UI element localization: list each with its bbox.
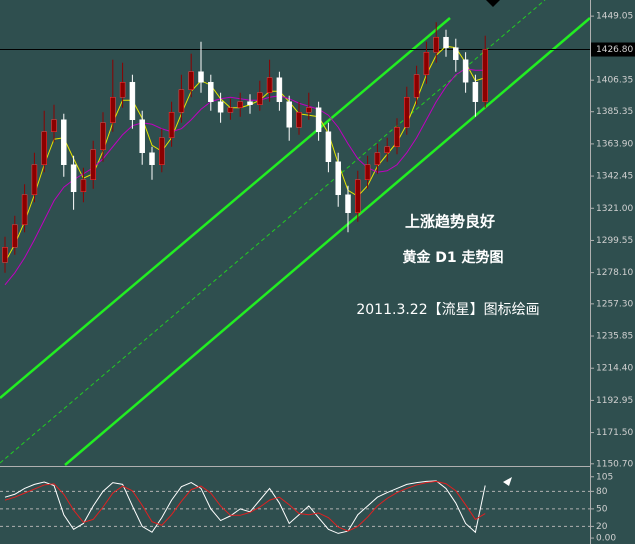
y-tick-label: 1235.85 xyxy=(596,332,633,342)
annotation: 2011.3.22【流星】图标绘画 xyxy=(356,302,539,318)
candle-body xyxy=(237,101,243,108)
annotation: 上涨趋势良好 xyxy=(405,213,495,231)
candle-body xyxy=(168,111,175,138)
candle-body xyxy=(423,51,430,75)
candle-body xyxy=(315,107,322,132)
y-tick-label: 20 xyxy=(596,522,608,532)
candle-body xyxy=(31,164,38,196)
y-tick-label: 1363.90 xyxy=(596,139,633,149)
y-tick-label: 1321.00 xyxy=(596,204,633,214)
candle-body xyxy=(159,137,165,166)
oscillator-line xyxy=(4,480,486,532)
candle-body xyxy=(472,81,479,102)
candle-body xyxy=(345,194,351,214)
candle-body xyxy=(306,107,312,113)
candle-body xyxy=(364,164,371,181)
candle-body xyxy=(247,101,253,105)
candle-body xyxy=(217,101,224,113)
channel-upper xyxy=(0,17,451,399)
y-tick-label: 80 xyxy=(596,487,608,497)
candle-body xyxy=(119,81,126,98)
annotation: 黄金 D1 走势图 xyxy=(402,249,503,266)
candle-body xyxy=(178,89,185,113)
candle-body xyxy=(355,179,361,214)
candle-body xyxy=(41,131,47,166)
candle-body xyxy=(374,152,381,166)
candle-body xyxy=(462,59,469,83)
candle-body xyxy=(90,149,96,181)
candle-body xyxy=(482,49,488,102)
candle-body xyxy=(266,77,273,93)
candle-body xyxy=(227,107,234,113)
candle-body xyxy=(286,101,292,128)
candle-body xyxy=(257,92,263,105)
y-tick-label: 1171.50 xyxy=(596,428,633,438)
candle-body xyxy=(61,119,67,166)
y-tick-label: 1406.35 xyxy=(596,76,633,86)
candle-body xyxy=(394,126,400,147)
y-tick-label: 1257.30 xyxy=(596,299,633,309)
candle-body xyxy=(188,71,194,90)
candle-body xyxy=(21,194,28,226)
candle-body xyxy=(404,96,410,128)
y-tick-label: 0.00 xyxy=(596,534,616,544)
candle-body xyxy=(198,71,204,83)
y-tick-label: 1278.10 xyxy=(596,268,633,278)
candle-body xyxy=(12,224,18,248)
candle-body xyxy=(453,47,459,60)
candle-body xyxy=(325,131,332,163)
candle-body xyxy=(110,96,116,123)
candle-body xyxy=(100,122,106,150)
candle-body xyxy=(384,146,390,153)
price-label-box xyxy=(591,42,635,57)
candle-body xyxy=(413,74,420,98)
y-tick-label: 1192.95 xyxy=(596,396,633,406)
candle-body xyxy=(335,161,341,196)
y-tick-label: 1342.45 xyxy=(596,172,633,182)
y-tick-label: 1449.05 xyxy=(596,12,633,22)
y-tick-label: 1214.40 xyxy=(596,364,633,374)
candle-body xyxy=(80,179,87,193)
y-tick-label: 1426.80 xyxy=(596,45,633,55)
candle-body xyxy=(51,119,57,132)
y-tick-label: 1150.70 xyxy=(596,459,633,469)
candle-body xyxy=(443,36,449,48)
candle-body xyxy=(149,152,155,166)
candle-body xyxy=(129,81,136,120)
channel-lower xyxy=(64,17,591,466)
arrow-marker xyxy=(503,477,512,486)
candle-body xyxy=(276,77,283,102)
y-tick-label: 50 xyxy=(596,504,608,514)
candle-body xyxy=(208,81,214,102)
y-tick-label: 105 xyxy=(596,472,613,482)
candle-body xyxy=(296,111,302,128)
oscillator-line xyxy=(4,480,486,534)
candle-body xyxy=(70,164,77,193)
candle-body xyxy=(433,36,439,53)
arrow-marker xyxy=(486,0,500,7)
moving-average xyxy=(4,68,486,286)
candle-body xyxy=(2,247,8,263)
candle-body xyxy=(139,119,145,153)
y-tick-label: 1299.55 xyxy=(596,236,633,246)
y-tick-label: 1385.35 xyxy=(596,107,633,117)
